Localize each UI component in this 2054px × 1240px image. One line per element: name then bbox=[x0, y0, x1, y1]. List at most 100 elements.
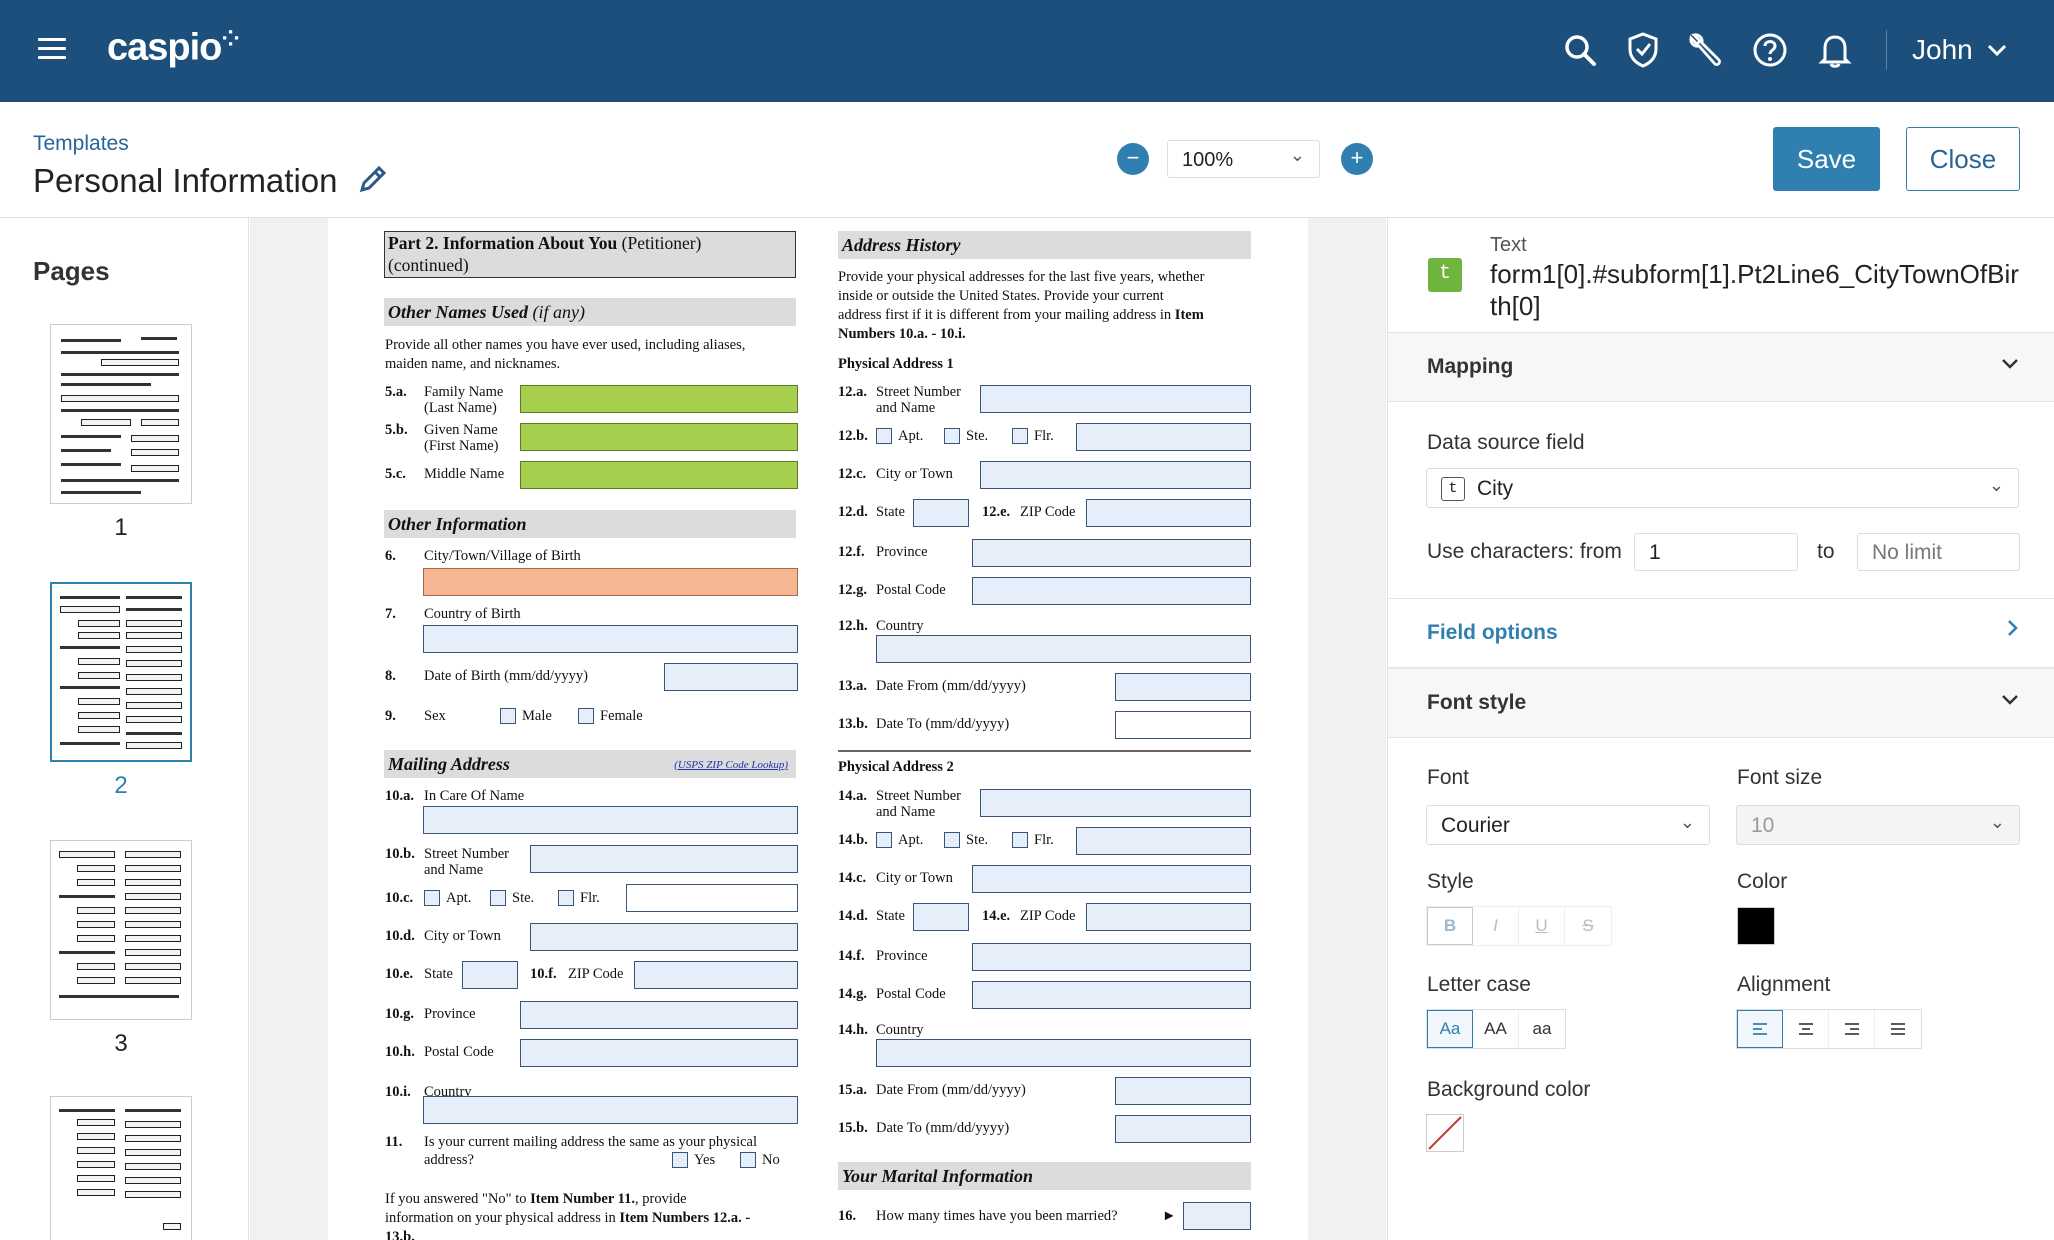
text-type-icon: t bbox=[1428, 258, 1462, 292]
field-label: Sex bbox=[424, 708, 446, 724]
italic-button[interactable]: I bbox=[1473, 907, 1519, 945]
case-lower-button[interactable]: aa bbox=[1532, 1019, 1552, 1038]
phys1-date-from-field[interactable] bbox=[1115, 673, 1251, 701]
zoom-out-button[interactable]: − bbox=[1117, 143, 1149, 175]
female-checkbox[interactable] bbox=[578, 708, 594, 724]
tools-icon[interactable] bbox=[1684, 28, 1728, 72]
mailing-zip-field[interactable] bbox=[634, 961, 798, 989]
in-care-of-field[interactable] bbox=[423, 806, 798, 834]
page-number-1[interactable]: 1 bbox=[114, 514, 128, 541]
usps-zip-lookup-link[interactable]: (USPS ZIP Code Lookup) bbox=[674, 759, 788, 771]
mapping-section-header[interactable]: Mapping bbox=[1388, 332, 2054, 402]
phys1-apt-checkbox[interactable] bbox=[876, 428, 892, 444]
phys2-apt-checkbox[interactable] bbox=[876, 832, 892, 848]
case-title-button[interactable]: Aa bbox=[1427, 1010, 1473, 1048]
font-size-select[interactable]: 10 ⌄ bbox=[1736, 805, 2020, 845]
align-center-icon[interactable] bbox=[1783, 1010, 1829, 1048]
shield-icon[interactable] bbox=[1621, 28, 1665, 72]
save-button[interactable]: Save bbox=[1773, 127, 1880, 191]
case-upper-button[interactable]: AA bbox=[1473, 1010, 1519, 1048]
date-of-birth-field[interactable] bbox=[664, 663, 798, 691]
underline-button[interactable]: U bbox=[1519, 907, 1565, 945]
no-color-swatch-icon[interactable] bbox=[1426, 1114, 1464, 1152]
page-number-2[interactable]: 2 bbox=[114, 772, 128, 799]
ste-checkbox[interactable] bbox=[490, 890, 506, 906]
times-married-field[interactable] bbox=[1183, 1202, 1251, 1230]
mailing-postal-field[interactable] bbox=[520, 1039, 798, 1067]
arrow-icon: ► bbox=[1162, 1208, 1177, 1224]
chars-to-input[interactable]: No limit bbox=[1857, 533, 2020, 571]
mailing-unit-field[interactable] bbox=[626, 884, 798, 912]
phys2-city-field[interactable] bbox=[972, 865, 1251, 893]
mailing-street-field[interactable] bbox=[530, 845, 798, 873]
phys2-province-field[interactable] bbox=[972, 943, 1251, 971]
phys2-state-field[interactable] bbox=[913, 903, 969, 931]
user-menu[interactable]: John bbox=[1912, 34, 2007, 66]
caspio-logo[interactable]: caspio⁘ bbox=[107, 26, 240, 69]
help-icon[interactable] bbox=[1748, 28, 1792, 72]
phys2-flr-checkbox[interactable] bbox=[1012, 832, 1028, 848]
mailing-state-field[interactable] bbox=[462, 961, 518, 989]
phys2-street-field[interactable] bbox=[980, 789, 1251, 817]
apt-checkbox[interactable] bbox=[424, 890, 440, 906]
male-checkbox[interactable] bbox=[500, 708, 516, 724]
given-name-field[interactable] bbox=[520, 423, 798, 451]
font-style-section-header[interactable]: Font style bbox=[1388, 668, 2054, 738]
phys2-zip-field[interactable] bbox=[1086, 903, 1251, 931]
edit-title-icon[interactable] bbox=[358, 164, 388, 199]
phys1-city-field[interactable] bbox=[980, 461, 1251, 489]
mailing-city-field[interactable] bbox=[530, 923, 798, 951]
item-number: 12.f. bbox=[838, 544, 865, 560]
phys1-country-field[interactable] bbox=[876, 635, 1251, 663]
phys1-unit-field[interactable] bbox=[1076, 423, 1251, 451]
phys1-flr-checkbox[interactable] bbox=[1012, 428, 1028, 444]
phys1-postal-field[interactable] bbox=[972, 577, 1251, 605]
close-button[interactable]: Close bbox=[1906, 127, 2020, 191]
page-thumbnail-2[interactable] bbox=[50, 582, 192, 762]
phys1-state-field[interactable] bbox=[913, 499, 969, 527]
page-thumbnail-1[interactable] bbox=[50, 324, 192, 504]
phys2-ste-checkbox[interactable] bbox=[944, 832, 960, 848]
city-of-birth-field[interactable] bbox=[423, 568, 798, 596]
phys1-date-to-field[interactable] bbox=[1115, 711, 1251, 739]
phys1-province-field[interactable] bbox=[972, 539, 1251, 567]
align-right-icon[interactable] bbox=[1829, 1010, 1875, 1048]
bell-icon[interactable] bbox=[1813, 28, 1857, 72]
intro-text-line: Provide all other names you have ever us… bbox=[385, 337, 746, 353]
phys1-street-field[interactable] bbox=[980, 385, 1251, 413]
phys2-date-to-field[interactable] bbox=[1115, 1115, 1251, 1143]
family-name-field[interactable] bbox=[520, 385, 798, 413]
search-icon[interactable] bbox=[1558, 28, 1602, 72]
flr-checkbox[interactable] bbox=[558, 890, 574, 906]
mailing-country-field[interactable] bbox=[423, 1096, 798, 1124]
menu-icon[interactable] bbox=[38, 38, 66, 64]
data-source-select[interactable]: t City ⌄ bbox=[1426, 468, 2019, 508]
phys2-postal-field[interactable] bbox=[972, 981, 1251, 1009]
phys1-zip-field[interactable] bbox=[1086, 499, 1251, 527]
page-thumbnail-4[interactable] bbox=[50, 1096, 192, 1240]
zoom-select[interactable]: 100% ⌄ bbox=[1167, 140, 1320, 178]
strikethrough-button[interactable]: S bbox=[1582, 916, 1594, 935]
phys2-date-from-field[interactable] bbox=[1115, 1077, 1251, 1105]
phys2-unit-field[interactable] bbox=[1076, 827, 1251, 855]
zoom-in-button[interactable]: + bbox=[1341, 143, 1373, 175]
letter-case-toggle-group: Aa AA aa bbox=[1426, 1009, 1566, 1049]
mailing-province-field[interactable] bbox=[520, 1001, 798, 1029]
align-left-icon[interactable] bbox=[1737, 1010, 1783, 1048]
chars-from-input[interactable]: 1 bbox=[1634, 533, 1798, 571]
font-select[interactable]: Courier ⌄ bbox=[1426, 805, 1710, 845]
align-justify-icon[interactable] bbox=[1875, 1010, 1921, 1048]
item-number: 14.c. bbox=[838, 870, 867, 886]
phys2-country-field[interactable] bbox=[876, 1039, 1251, 1067]
country-of-birth-field[interactable] bbox=[423, 625, 798, 653]
yes-checkbox[interactable] bbox=[672, 1152, 688, 1168]
text-color-swatch[interactable] bbox=[1737, 907, 1775, 945]
no-checkbox[interactable] bbox=[740, 1152, 756, 1168]
page-number-3[interactable]: 3 bbox=[114, 1030, 128, 1057]
phys1-ste-checkbox[interactable] bbox=[944, 428, 960, 444]
bold-button[interactable]: B bbox=[1427, 907, 1473, 945]
middle-name-field[interactable] bbox=[520, 461, 798, 489]
breadcrumb-templates[interactable]: Templates bbox=[33, 132, 129, 155]
field-options-section-header[interactable]: Field options bbox=[1388, 598, 2054, 668]
page-thumbnail-3[interactable] bbox=[50, 840, 192, 1020]
